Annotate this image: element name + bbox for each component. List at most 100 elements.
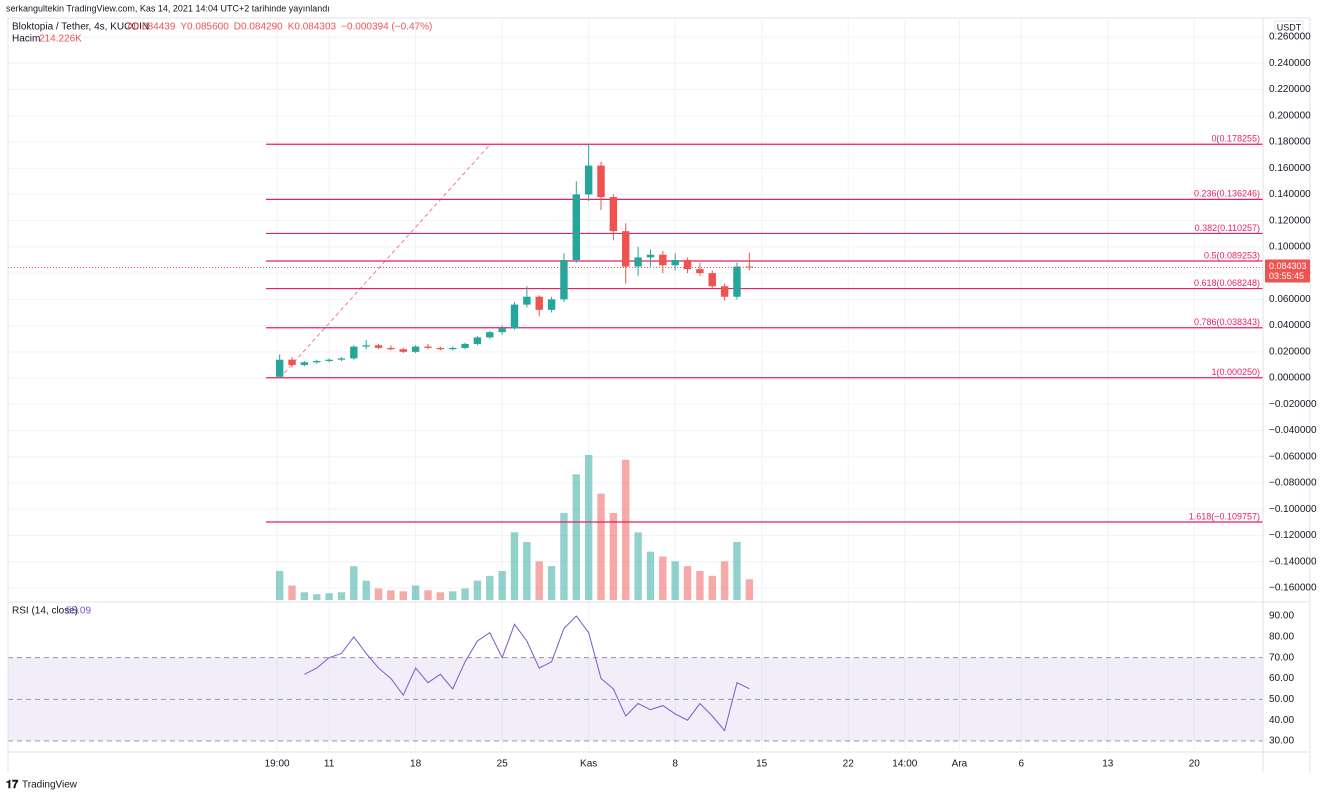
- volume-bar: [708, 575, 716, 600]
- candle-body: [498, 328, 506, 333]
- volume-value: 214.226K: [39, 34, 82, 45]
- volume-bar: [609, 513, 618, 600]
- candle-body: [708, 273, 716, 287]
- volume-bar: [313, 594, 321, 600]
- currency: USDT: [1277, 22, 1302, 32]
- volume-bar: [387, 590, 395, 600]
- candle-body: [448, 347, 457, 350]
- volume-bar: [659, 556, 667, 600]
- volume-bar: [720, 561, 729, 600]
- y-tick-label: −0.100000: [1269, 504, 1317, 515]
- y-tick-label: 0.160000: [1269, 163, 1311, 174]
- volume-bar: [547, 566, 556, 600]
- volume-bar: [683, 566, 692, 600]
- rsi-value: 55.09: [66, 606, 91, 617]
- y-tick-label: −0.140000: [1269, 556, 1317, 567]
- fib-label: 0.618(0.068248): [1194, 278, 1260, 288]
- x-tick-label: 6: [1018, 759, 1024, 770]
- candle-body: [424, 346, 432, 348]
- y-tick-label: 0.180000: [1269, 137, 1311, 148]
- fib-label: 0.5(0.089253): [1204, 250, 1260, 260]
- x-tick-label: 20: [1189, 759, 1201, 770]
- x-tick-label: 8: [672, 759, 678, 770]
- rsi-title: RSI (14, close): [12, 606, 78, 617]
- candle-body: [560, 260, 568, 300]
- volume-bar: [486, 575, 494, 600]
- candle-body: [387, 347, 395, 350]
- candle-body: [572, 194, 581, 261]
- candle-body: [350, 346, 358, 359]
- y-tick-label: 0.040000: [1269, 320, 1311, 331]
- candle-body: [671, 260, 679, 266]
- volume-bar: [597, 493, 605, 600]
- published-note: serkangultekin TradingView.com, Kas 14, …: [6, 3, 330, 13]
- candle-body: [325, 359, 333, 362]
- rsi-tick-label: 60.00: [1269, 673, 1294, 684]
- candle-body: [659, 254, 667, 266]
- brand: TradingView: [22, 780, 78, 791]
- x-tick-label: 14:00: [892, 759, 917, 770]
- x-tick-label: 13: [1102, 759, 1114, 770]
- volume-bar: [362, 580, 370, 600]
- fib-label: 1.618(−0.109757): [1189, 511, 1260, 521]
- volume-title: Hacim: [12, 34, 40, 45]
- fib-label: 0.236(0.136246): [1194, 189, 1260, 199]
- candle-body: [337, 358, 346, 360]
- volume-bar: [523, 542, 531, 600]
- last-price-tag: [1265, 259, 1310, 283]
- candle-body: [275, 359, 284, 377]
- countdown: 03:55:45: [1269, 271, 1304, 281]
- volume-bar: [498, 571, 506, 600]
- candle-body: [646, 254, 655, 258]
- volume-bar: [535, 561, 543, 600]
- logo-mark: 𝟏𝟕: [6, 779, 19, 791]
- candle-body: [634, 257, 642, 267]
- y-tick-label: 0.240000: [1269, 58, 1311, 69]
- candle-body: [300, 362, 309, 365]
- volume-bar: [436, 592, 445, 600]
- x-tick-label: 22: [843, 759, 855, 770]
- candle-body: [473, 337, 482, 344]
- candle-body: [547, 299, 556, 310]
- volume-bar: [325, 593, 333, 600]
- candle-body: [313, 361, 321, 363]
- volume-bar: [300, 592, 309, 600]
- rsi-tick-label: 40.00: [1269, 715, 1294, 726]
- candle-body: [523, 296, 531, 305]
- volume-bar: [584, 455, 593, 600]
- candle-body: [733, 266, 741, 297]
- ohlc-value: Y0.085600: [180, 22, 229, 33]
- fib-label: 0.382(0.110257): [1195, 223, 1260, 233]
- ohlc-value: A0.084439: [127, 22, 176, 33]
- volume-bar: [448, 591, 457, 600]
- rsi-tick-label: 90.00: [1269, 611, 1294, 622]
- volume-bar: [671, 561, 679, 600]
- x-tick-label: 18: [410, 759, 422, 770]
- candle-body: [288, 359, 296, 365]
- plot: [8, 143, 1263, 742]
- volume-bar: [461, 588, 469, 600]
- rsi-tick-label: 70.00: [1269, 652, 1294, 663]
- brand-logo: 𝟏𝟕 TradingView: [6, 779, 78, 791]
- volume-bar: [634, 532, 642, 600]
- x-tick-label: Kas: [580, 759, 597, 770]
- y-tick-label: −0.040000: [1269, 425, 1317, 436]
- candle-body: [362, 345, 370, 347]
- candle-body: [622, 231, 630, 267]
- volume-bar: [411, 585, 420, 600]
- symbol: Bloktopia / Tether, 4s, KUCOIN: [12, 22, 149, 33]
- candle-body: [374, 345, 383, 348]
- volume-bar: [399, 591, 407, 600]
- candle-body: [597, 165, 605, 198]
- y-tick-label: 0.200000: [1269, 110, 1311, 121]
- volume-bar: [275, 571, 284, 600]
- volume-bar: [510, 532, 519, 600]
- x-tick-label: 19:00: [265, 759, 290, 770]
- candle-body: [584, 165, 593, 195]
- volume-bar: [646, 551, 655, 600]
- volume-bar: [374, 588, 383, 600]
- ohlc-value: D0.084290: [234, 22, 283, 33]
- y-tick-label: 0.260000: [1269, 32, 1311, 43]
- volume-bar: [745, 579, 754, 600]
